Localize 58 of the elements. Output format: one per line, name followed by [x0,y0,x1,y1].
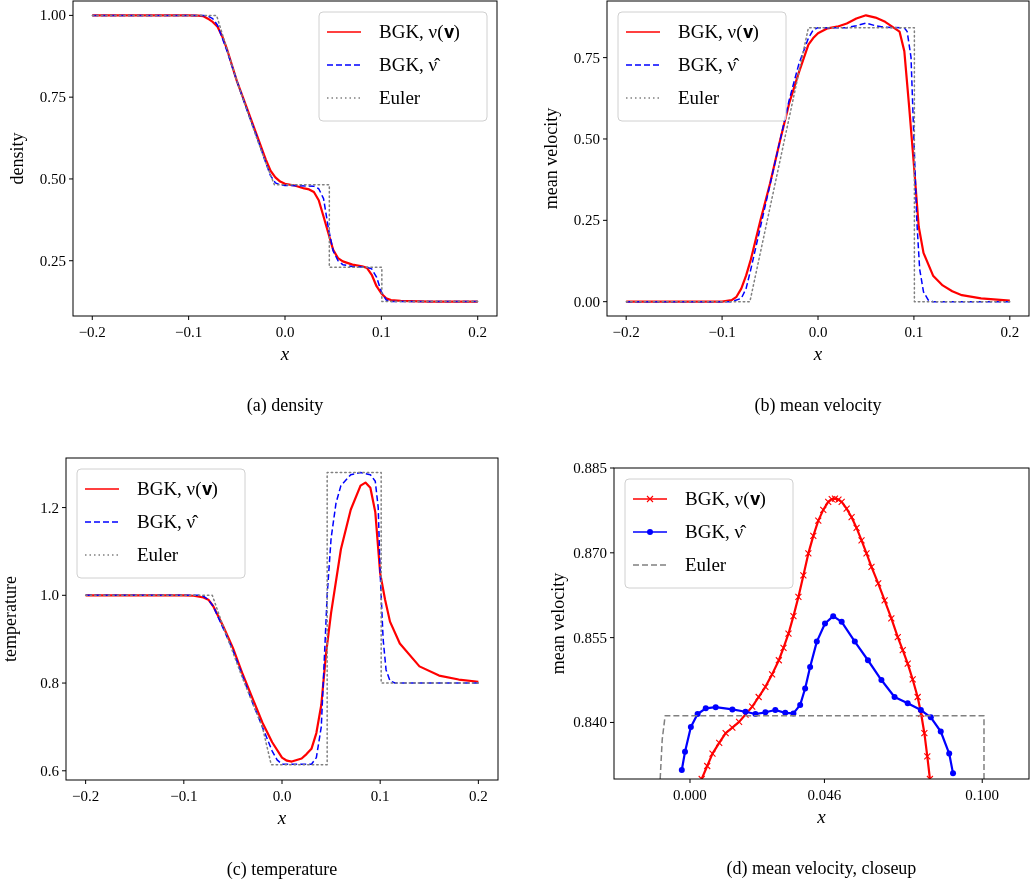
y-tick-label: 1.0 [40,587,59,604]
x-tick-label: 0.2 [1000,324,1020,340]
x-axis-title: x [816,806,827,827]
text: (a) density [246,395,324,416]
x-tick-label: −0.1 [170,788,198,804]
y-tick-label: 0.6 [40,762,60,779]
legend-label: BGK, ν(𝐯) [678,21,759,43]
x-tick-label: 0.1 [904,324,924,340]
y-tick-label: 0.50 [39,170,66,187]
x-tick-label: 0.0 [272,788,292,804]
legend-label: Euler [379,87,421,108]
x-tick-label: 0.2 [468,324,488,340]
y-tick-label: 0.870 [573,544,607,561]
x-axis-title: x [276,807,287,828]
y-tick-label: 1.2 [40,499,59,516]
x-tick-label: 0.100 [965,787,1000,803]
x-tick-label: −0.2 [612,324,640,340]
x-tick-label: 0.046 [807,787,842,803]
y-tick-label: 0.25 [573,212,600,229]
x-tick-label: 0.1 [370,788,390,804]
y-axis-title: density [7,132,27,185]
legend-label: BGK, ν(𝐯) [685,488,766,510]
x-tick-label: 0.2 [468,788,488,804]
legend-label: BGK, ν̂ [678,54,740,75]
x-tick-label: 0.0 [275,324,295,340]
y-axis-title: temperature [0,576,20,662]
legend-label: Euler [685,554,727,575]
y-tick-label: 0.75 [39,89,66,106]
legend-label: BGK, ν(𝐯) [137,478,218,500]
legend-label: BGK, ν(𝐯) [379,21,460,43]
x-tick-label: −0.1 [708,324,736,340]
text: (d) mean velocity, closeup [726,858,917,879]
y-tick-label: 0.840 [573,714,607,731]
legend-label: Euler [678,87,720,108]
y-tick-label: 0.25 [39,252,66,269]
x-tick-label: 0.1 [371,324,391,340]
y-axis-title: mean velocity [548,572,568,675]
text: (c) temperature [226,859,338,880]
y-tick-label: 0.00 [573,293,600,310]
y-tick-label: 0.75 [573,49,600,66]
y-tick-label: 0.8 [40,675,59,692]
x-axis-title: x [812,343,823,364]
legend-label: BGK, ν̂ [379,54,441,75]
x-tick-label: −0.1 [175,324,203,340]
x-tick-label: −0.2 [72,788,100,804]
x-tick-label: −0.2 [78,324,106,340]
legend-label: BGK, ν̂ [685,521,747,542]
x-axis-title: x [279,343,290,364]
y-axis-title: mean velocity [541,107,561,210]
y-tick-label: 1.00 [39,7,66,24]
legend-label: Euler [137,544,179,565]
legend-label: BGK, ν̂ [137,511,199,532]
x-tick-label: 0.000 [673,787,707,803]
y-tick-label: 0.855 [573,629,607,646]
y-tick-label: 0.50 [573,130,600,147]
x-tick-label: 0.0 [808,324,828,340]
y-tick-label: 0.885 [573,460,607,476]
text: (b) mean velocity [754,395,882,416]
